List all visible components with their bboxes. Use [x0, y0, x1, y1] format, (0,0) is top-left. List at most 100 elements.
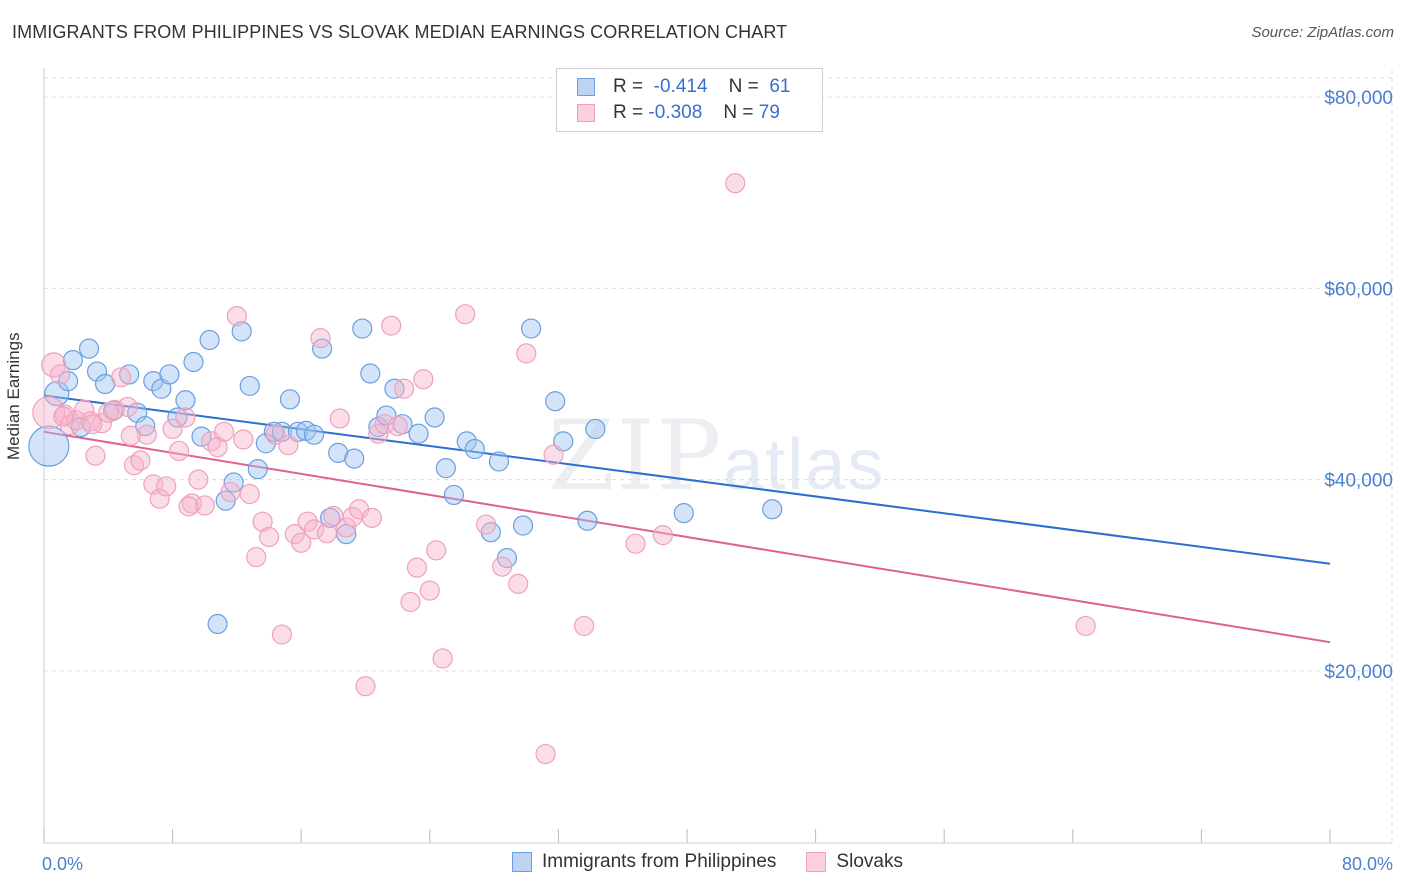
data-point-slovaks [271, 624, 293, 645]
data-point-slovaks [361, 507, 383, 528]
data-point-slovaks [104, 399, 125, 420]
series-philippines-points [28, 318, 783, 635]
data-point-slovaks [41, 352, 67, 378]
data-point-philippines [58, 371, 79, 392]
data-point-slovaks [652, 524, 673, 546]
data-point-slovaks [168, 440, 190, 462]
x-tick-labels: 0.0% 80.0% [42, 854, 1393, 874]
data-point-slovaks [136, 424, 157, 445]
data-point-slovaks [535, 743, 556, 765]
data-point-slovaks [117, 396, 138, 418]
data-point-slovaks [149, 488, 170, 509]
data-point-slovaks [175, 407, 196, 428]
legend-r-value: -0.308 [648, 102, 703, 123]
data-point-slovaks [53, 406, 74, 427]
data-point-slovaks [207, 437, 228, 458]
data-point-philippines [443, 484, 465, 506]
data-point-philippines [62, 349, 84, 371]
data-point-slovaks [246, 546, 267, 568]
data-point-slovaks [625, 533, 646, 554]
data-point-slovaks [178, 496, 199, 517]
data-point-slovaks [239, 483, 260, 505]
data-point-philippines [44, 380, 70, 407]
grid-lines [44, 70, 1393, 843]
watermark-zip: ZIP [548, 400, 724, 512]
data-point-philippines [512, 515, 534, 536]
legend-n-value: 61 [769, 76, 791, 97]
data-point-slovaks [303, 519, 325, 540]
correlation-legend: R = -0.414 N = 61 R = -0.308 N = 79 [556, 68, 823, 132]
legend-label: Slovaks [836, 851, 903, 872]
data-point-slovaks [181, 493, 202, 514]
trend-line-slovaks [43, 430, 1331, 644]
data-point-slovaks [516, 343, 537, 364]
data-point-slovaks [426, 540, 447, 561]
legend-n-value: 79 [758, 102, 780, 123]
data-point-philippines [175, 390, 196, 411]
data-point-slovaks [406, 557, 428, 578]
data-point-slovaks [156, 476, 177, 497]
data-point-philippines [360, 363, 381, 384]
data-point-philippines [352, 318, 373, 339]
data-point-philippines [424, 407, 445, 428]
data-point-slovaks [278, 435, 299, 456]
data-point-philippines [376, 405, 397, 426]
data-point-slovaks [162, 418, 183, 440]
data-point-philippines [183, 351, 204, 373]
legend-item-slovaks: Slovaks [806, 851, 903, 873]
legend-swatch-blue [512, 852, 532, 872]
data-point-slovaks [226, 306, 247, 327]
x-tick-label: 80.0% [1342, 854, 1393, 874]
data-point-philippines [320, 507, 341, 528]
data-point-slovaks [492, 556, 513, 577]
data-point-slovaks [725, 173, 746, 194]
y-tick-label: $60,000 [1324, 279, 1393, 300]
data-point-slovaks [316, 523, 338, 544]
data-point-philippines [456, 431, 477, 452]
chart-title: IMMIGRANTS FROM PHILIPPINES VS SLOVAK ME… [12, 22, 788, 42]
data-point-philippines [577, 510, 598, 531]
data-point-slovaks [413, 369, 434, 390]
data-point-slovaks [329, 408, 350, 429]
legend-row-philippines: R = -0.414 N = 61 [577, 75, 790, 99]
data-point-philippines [435, 458, 456, 479]
y-tick-label: $40,000 [1324, 471, 1393, 492]
data-point-slovaks [336, 517, 357, 538]
data-point-slovaks [233, 429, 254, 450]
data-point-slovaks [381, 315, 402, 336]
data-point-philippines [762, 499, 783, 520]
legend-row-slovaks: R = -0.308 N = 79 [577, 101, 780, 125]
legend-swatch-blue [577, 78, 595, 96]
data-point-slovaks [194, 495, 215, 516]
legend-n-label: N = [723, 102, 754, 123]
legend-label: Immigrants from Philippines [542, 851, 777, 872]
data-point-philippines [86, 361, 108, 382]
data-point-philippines [328, 442, 349, 463]
data-point-slovaks [574, 615, 595, 637]
data-point-slovaks [355, 676, 376, 697]
data-point-slovaks [393, 378, 415, 399]
y-tick-label: $20,000 [1324, 662, 1393, 683]
data-point-philippines [344, 448, 365, 469]
data-point-philippines [28, 425, 70, 467]
data-point-philippines [119, 364, 140, 385]
trend-line-philippines [43, 394, 1331, 565]
data-point-philippines [247, 459, 268, 480]
data-point-slovaks [432, 648, 453, 669]
data-point-philippines [311, 338, 333, 359]
x-tick-label: 0.0% [42, 854, 83, 874]
data-point-philippines [520, 318, 542, 339]
watermark-atlas: atlas [723, 425, 886, 505]
legend-swatch-pink [577, 104, 595, 122]
data-point-slovaks [419, 580, 440, 601]
data-point-slovaks [374, 414, 395, 435]
data-point-slovaks [387, 415, 408, 437]
data-point-slovaks [66, 410, 87, 431]
legend-r-label: R = [613, 102, 644, 123]
data-point-philippines [545, 391, 566, 412]
legend-r-label: R = [613, 76, 644, 97]
data-point-slovaks [213, 421, 235, 442]
data-point-slovaks [130, 450, 151, 471]
data-point-slovaks [543, 444, 564, 465]
